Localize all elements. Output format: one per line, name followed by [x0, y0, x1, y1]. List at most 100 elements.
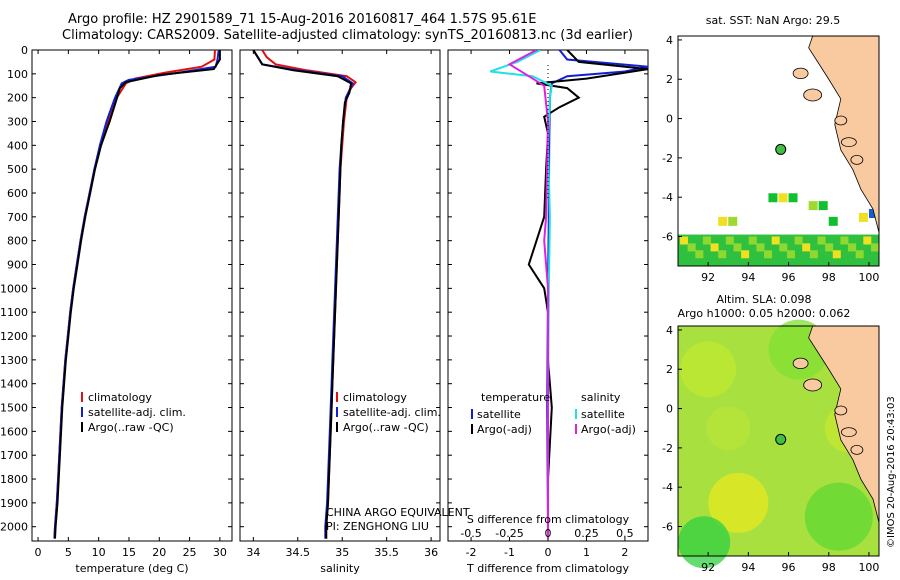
sla_map-xtick-label: 96	[782, 561, 796, 574]
diff-legend-title-temperature: temperature	[481, 391, 550, 404]
sst-cell	[702, 236, 711, 245]
sla_map-island	[792, 357, 809, 370]
sst_map-island	[840, 137, 857, 148]
difference-xtick-label: 2	[621, 546, 628, 559]
sst_map-land-sumatra	[808, 35, 880, 233]
sst_map-ytick-label: -4	[662, 191, 673, 204]
sst-cell	[794, 236, 803, 245]
sst-cell	[809, 250, 818, 259]
sst-cell	[768, 193, 778, 203]
difference-series-line	[546, 50, 648, 539]
sst-cell	[848, 243, 857, 252]
sla-anomaly-blob	[678, 516, 731, 569]
difference-xtick-label: -1	[504, 546, 515, 559]
sst-cell	[828, 216, 838, 226]
sst-cell	[778, 193, 788, 203]
salinity-xtick-label: 34	[246, 546, 260, 559]
sst-cell	[788, 193, 798, 203]
temperature-xtick-label: 10	[92, 546, 106, 559]
depth-tick-label: 2000	[0, 521, 28, 534]
figure-subtitle: Climatology: CARS2009. Satellite-adjuste…	[62, 28, 633, 43]
depth-tick-label: 1200	[0, 330, 28, 343]
sst_map-background	[678, 36, 879, 266]
sst-cell	[733, 243, 742, 252]
sst-cell	[855, 250, 864, 259]
sst-cell	[741, 250, 750, 259]
depth-tick-label: 1400	[0, 378, 28, 391]
sla_map-xtick-label: 92	[701, 561, 715, 574]
sst-cell	[710, 243, 719, 252]
temperature-xtick-label: 25	[183, 546, 197, 559]
sla_map-ytick-label: -4	[662, 481, 673, 494]
difference-xlabel: T difference from climatology	[466, 562, 629, 575]
diff-s-tick-label: -0.5	[460, 527, 481, 540]
depth-tick-label: 1500	[0, 402, 28, 415]
sla_map-island	[834, 405, 848, 416]
sst_map-frame	[677, 35, 880, 267]
depth-tick-label: 200	[7, 92, 28, 105]
sst-map-title: sat. SST: NaN Argo: 29.5	[706, 14, 840, 27]
depth-tick-label: 1900	[0, 497, 28, 510]
sst-cell	[695, 250, 704, 259]
sst-cell	[868, 208, 878, 218]
sla_map-ytick-label: 0	[666, 403, 673, 416]
sst-cell	[802, 243, 811, 252]
depth-tick-label: 600	[7, 187, 28, 200]
difference-xtick-label: -2	[466, 546, 477, 559]
temperature-xtick-label: 0	[35, 546, 42, 559]
sst-cell	[808, 201, 818, 211]
sst-cell	[687, 243, 696, 252]
depth-tick-label: 1700	[0, 449, 28, 462]
depth-tick-label: 1100	[0, 306, 28, 319]
sst_map-xtick-label: 94	[741, 271, 755, 284]
sst_map-ytick-label: -2	[662, 152, 673, 165]
temperature-legend-label: Argo(..raw -QC)	[88, 421, 174, 434]
sst-cell	[728, 216, 738, 226]
depth-tick-label: 800	[7, 235, 28, 248]
sla_map-ytick-label: 2	[666, 363, 673, 376]
sla_map-frame	[677, 325, 880, 557]
sst-cell	[718, 250, 727, 259]
sst_map-island	[792, 67, 809, 80]
imos-stamp: ©IMOS 20-Aug-2016 20:43:03	[886, 396, 897, 548]
diff-s-tick-label: 0.25	[574, 527, 599, 540]
temperature-series-line	[54, 50, 221, 539]
temperature-series-line	[53, 50, 220, 539]
depth-tick-label: 300	[7, 116, 28, 129]
salinity-series-line	[252, 50, 353, 539]
sst-cell	[818, 201, 828, 211]
sla-anomaly-blob	[824, 404, 873, 453]
sst-cell	[840, 236, 849, 245]
diff-legend-label: Argo(-adj)	[581, 423, 636, 436]
sst-cell	[748, 236, 757, 245]
sst-cell	[764, 250, 773, 259]
difference-xtick-label: 1	[583, 546, 590, 559]
sla_map-island	[840, 427, 857, 438]
depth-tick-label: 0	[21, 44, 28, 57]
sst_map-ytick-label: 2	[666, 73, 673, 86]
sla-map-title: Altim. SLA: 0.098	[716, 293, 811, 306]
temperature-xtick-label: 30	[213, 546, 227, 559]
sst-cell	[718, 216, 728, 226]
salinity-legend-label: satellite-adj. clim.	[343, 406, 441, 419]
depth-tick-label: 1000	[0, 282, 28, 295]
sla_map-xtick-label: 94	[741, 561, 755, 574]
sla_map-ytick-label: -6	[662, 521, 673, 534]
sst_map-argo-marker	[775, 143, 787, 155]
sla-anomaly-blob	[680, 341, 737, 398]
sst_map-ytick-label: 0	[666, 113, 673, 126]
sla_map-xtick-label: 100	[858, 561, 879, 574]
depth-tick-label: 1300	[0, 354, 28, 367]
temperature-xtick-label: 20	[152, 546, 166, 559]
sst-cell	[771, 236, 780, 245]
salinity-xtick-label: 36	[424, 546, 438, 559]
sst-cell	[817, 236, 826, 245]
difference-xtick-label: 0	[545, 546, 552, 559]
sst_map-xtick-label: 100	[858, 271, 879, 284]
pi-annotation-line2: PI: ZENGHONG LIU	[326, 520, 429, 533]
pi-annotation-line1: CHINA ARGO EQUIVALENT	[326, 506, 470, 519]
depth-tick-label: 500	[7, 163, 28, 176]
sst_map-island	[803, 88, 823, 102]
sla_map-land-sumatra	[808, 325, 880, 523]
